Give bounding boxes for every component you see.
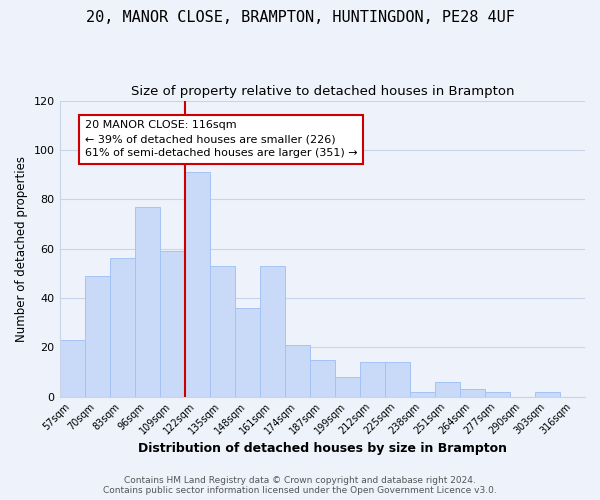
Bar (209, 266, 235, 396)
Bar (460, 389, 485, 396)
Bar (134, 206, 160, 396)
Bar (385, 362, 410, 396)
Bar (59, 340, 85, 396)
Text: 20 MANOR CLOSE: 116sqm
← 39% of detached houses are smaller (226)
61% of semi-de: 20 MANOR CLOSE: 116sqm ← 39% of detached… (85, 120, 357, 158)
Bar (285, 345, 310, 397)
Bar (310, 360, 335, 397)
Bar (360, 362, 385, 396)
Bar (335, 377, 360, 396)
Bar (435, 382, 460, 396)
Bar (110, 258, 134, 396)
X-axis label: Distribution of detached houses by size in Brampton: Distribution of detached houses by size … (138, 442, 507, 455)
Bar (260, 266, 285, 396)
Bar (410, 392, 435, 396)
Y-axis label: Number of detached properties: Number of detached properties (15, 156, 28, 342)
Bar (485, 392, 510, 396)
Bar (235, 308, 260, 396)
Bar (160, 251, 185, 396)
Bar (85, 276, 110, 396)
Text: Contains HM Land Registry data © Crown copyright and database right 2024.
Contai: Contains HM Land Registry data © Crown c… (103, 476, 497, 495)
Title: Size of property relative to detached houses in Brampton: Size of property relative to detached ho… (131, 85, 514, 98)
Bar (535, 392, 560, 396)
Bar (185, 172, 209, 396)
Text: 20, MANOR CLOSE, BRAMPTON, HUNTINGDON, PE28 4UF: 20, MANOR CLOSE, BRAMPTON, HUNTINGDON, P… (86, 10, 514, 25)
